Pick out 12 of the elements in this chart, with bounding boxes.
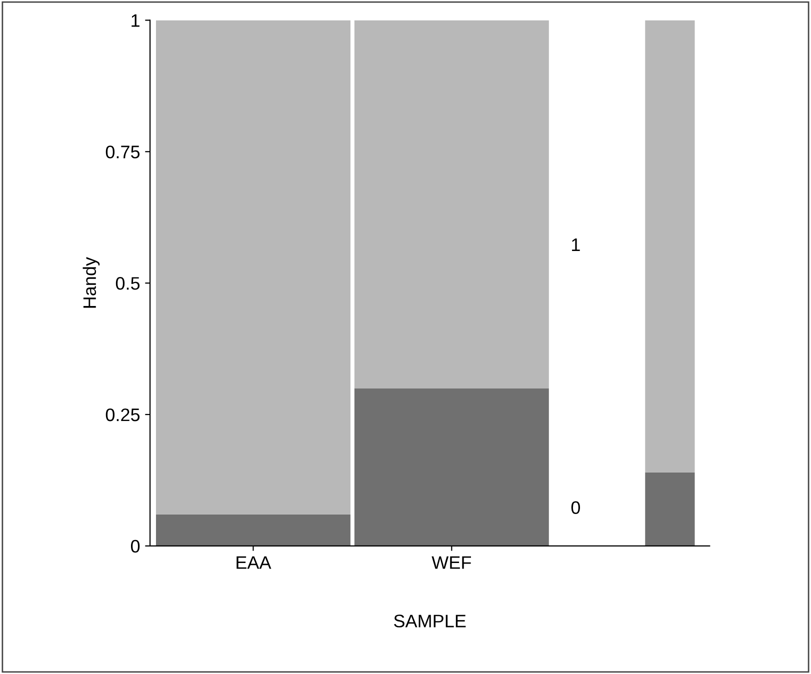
y-tick-label: 0.25 (106, 408, 140, 422)
x-tick-label: EAA (236, 556, 272, 569)
y-tick-label: 0.75 (106, 146, 140, 158)
series-label: 0 (571, 501, 580, 514)
y-tick-label: 1 (132, 14, 140, 27)
x-tick-label: WEF (432, 556, 471, 569)
bar (156, 514, 350, 546)
y-tick-label: 0.5 (116, 277, 140, 290)
x-axis-title: SAMPLE (394, 614, 466, 628)
y-tick-label: 0 (130, 540, 140, 553)
series-label: 1 (572, 238, 580, 251)
y-axis-title: Handy (82, 257, 100, 308)
